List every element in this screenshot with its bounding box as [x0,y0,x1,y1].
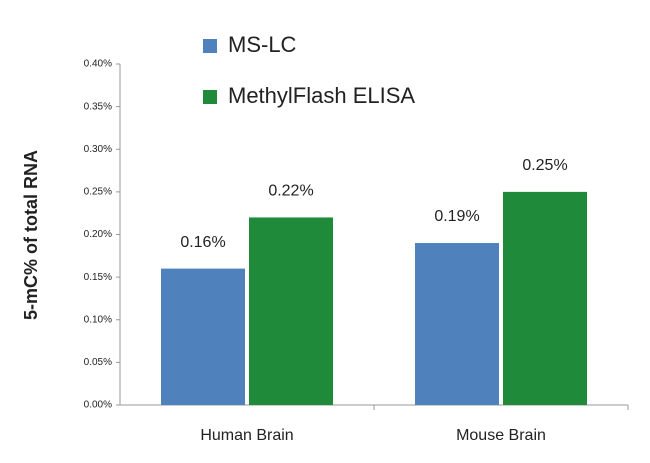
value-label: 0.19% [434,208,479,225]
y-tick-label: 0.20% [84,229,112,240]
y-tick-label: 0.10% [84,314,112,325]
bar [503,191,587,405]
bar [249,217,333,405]
legend-label: MS-LC [228,32,297,57]
y-tick-label: 0.25% [84,187,112,198]
value-label: 0.22% [268,183,313,200]
legend-swatch [203,39,217,53]
legend-swatch [203,90,217,104]
x-tick-label: Mouse Brain [456,427,546,444]
value-label: 0.25% [522,157,567,174]
x-tick-label: Human Brain [200,427,293,444]
bar [161,268,245,405]
legend-label: MethylFlash ELISA [228,83,415,108]
y-tick-label: 0.15% [84,272,112,283]
y-tick-label: 0.05% [84,357,112,368]
y-tick-label: 0.40% [84,59,112,70]
value-label: 0.16% [180,234,225,251]
y-tick-label: 0.00% [84,400,112,411]
bar [415,243,499,405]
y-axis-label: 5-mC% of total RNA [21,150,41,320]
y-tick-label: 0.35% [84,101,112,112]
y-tick-label: 0.30% [84,144,112,155]
